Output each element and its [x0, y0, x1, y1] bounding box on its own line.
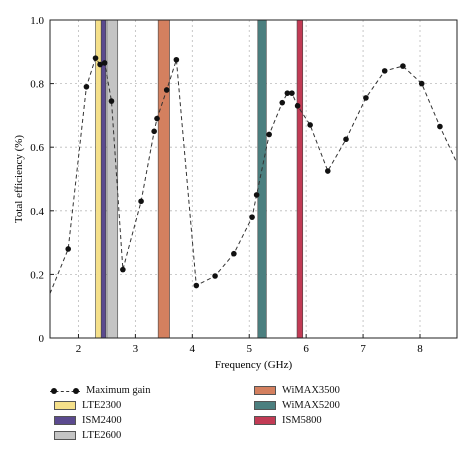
series-maximum-gain — [49, 55, 458, 294]
band-wimax3500 — [157, 19, 170, 339]
data-point — [284, 90, 291, 96]
legend-item-ism2400: ISM2400 — [50, 413, 150, 428]
data-point — [138, 198, 144, 205]
data-point — [212, 273, 218, 279]
data-point — [154, 115, 160, 122]
band-wimax5200 — [257, 19, 267, 339]
data-point — [363, 95, 369, 101]
legend-label-ism5800: ISM5800 — [282, 415, 322, 426]
data-point — [324, 168, 331, 174]
band-lte2300 — [95, 19, 102, 339]
x-tick-label: 8 — [417, 343, 423, 355]
plot-frame — [49, 19, 458, 339]
data-point — [343, 136, 349, 143]
data-point — [101, 60, 108, 66]
legend-swatch-wimax5200 — [254, 401, 276, 410]
dashed-line-marker-icon — [50, 386, 80, 396]
y-tick-label: 0.6 — [30, 142, 44, 154]
legend-label-wimax3500: WiMAX3500 — [282, 385, 340, 396]
band-ism5800 — [296, 19, 304, 339]
data-point — [97, 61, 103, 68]
data-point — [92, 55, 99, 61]
legend-left: Maximum gain LTE2300 ISM2400 LTE2600 — [50, 383, 150, 443]
legend-label-ism2400: ISM2400 — [82, 415, 122, 426]
legend-swatch-wimax3500 — [254, 386, 276, 395]
y-tick-label: 0.4 — [30, 206, 44, 218]
data-point — [437, 123, 443, 130]
band-ism2400 — [100, 19, 107, 339]
band-lte2600 — [106, 19, 119, 339]
data-point — [65, 246, 72, 252]
y-tick-label: 1.0 — [30, 15, 44, 27]
data-point — [381, 68, 388, 74]
x-axis-label: Frequency (GHz) — [215, 359, 293, 371]
data-point — [249, 214, 255, 220]
legend-item-lte2300: LTE2300 — [50, 398, 150, 413]
x-tick-label: 7 — [360, 343, 366, 355]
data-point — [231, 250, 237, 257]
legend-item-wimax3500: WiMAX3500 — [254, 383, 340, 398]
data-point — [266, 131, 272, 138]
data-point — [418, 80, 425, 87]
legend-swatch-ism2400 — [54, 416, 76, 425]
x-tick-label: 2 — [76, 343, 82, 355]
legend-label-lte2600: LTE2600 — [82, 430, 122, 441]
legend-swatch-ism5800 — [254, 416, 276, 425]
data-point — [400, 63, 406, 69]
frequency-bands — [95, 19, 304, 339]
grid-lines — [50, 19, 457, 339]
data-point — [253, 192, 260, 198]
x-tick-label: 4 — [190, 343, 196, 355]
legend-swatch-lte2600 — [54, 431, 76, 440]
data-point — [83, 83, 90, 90]
y-tick-label: 0.2 — [30, 269, 44, 281]
data-point — [279, 99, 286, 106]
data-point — [289, 90, 295, 96]
series-line-maximum-gain — [49, 57, 458, 294]
legend-item-ism5800: ISM5800 — [254, 413, 340, 428]
x-tick-label: 3 — [133, 343, 139, 355]
legend-item-wimax5200: WiMAX5200 — [254, 398, 340, 413]
y-tick-label: 0.8 — [30, 79, 44, 91]
data-point — [163, 87, 170, 93]
legend-label-lte2300: LTE2300 — [82, 400, 122, 411]
data-point — [108, 98, 115, 104]
data-point — [120, 266, 126, 273]
legend-label-maximum-gain: Maximum gain — [86, 385, 151, 396]
axis-ticks: 2 3 4 5 6 7 8 0 0.2 0.4 0.6 0.8 1.0 — [30, 15, 423, 355]
data-point — [193, 282, 200, 289]
x-tick-label: 6 — [303, 343, 309, 355]
y-axis-label: Total efficiency (%) — [13, 135, 25, 224]
data-point — [307, 122, 313, 128]
data-point — [294, 103, 301, 109]
x-tick-label: 5 — [246, 343, 252, 355]
legend-item-lte2600: LTE2600 — [50, 428, 150, 443]
legend-label-wimax5200: WiMAX5200 — [282, 400, 340, 411]
legend-swatch-lte2300 — [54, 401, 76, 410]
data-point — [151, 128, 157, 135]
legend-right: WiMAX3500 WiMAX5200 ISM5800 — [254, 383, 340, 428]
y-tick-label: 0 — [39, 333, 45, 345]
data-point — [173, 56, 180, 63]
legend-item-maximum-gain: Maximum gain — [50, 383, 150, 398]
